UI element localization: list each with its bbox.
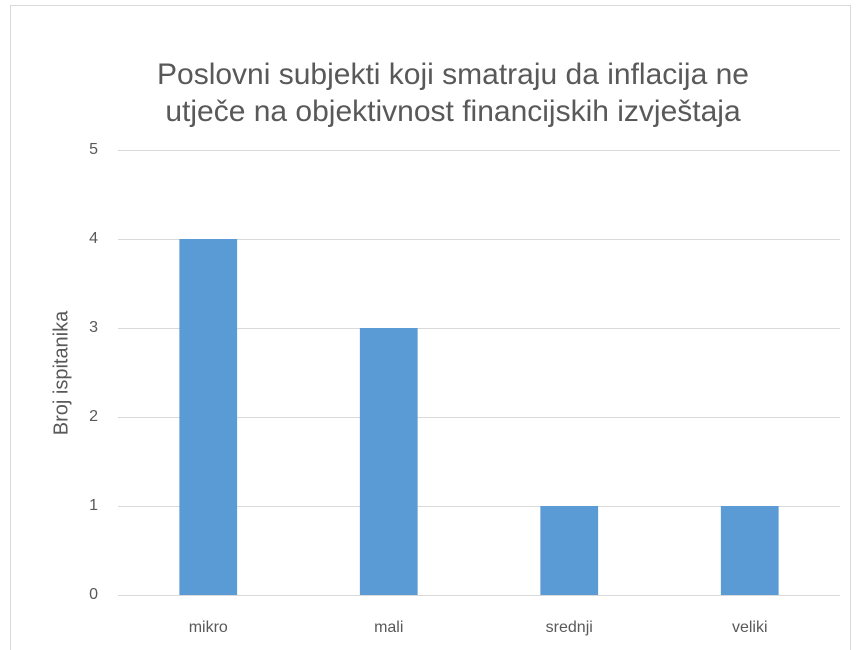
- y-tick-label: 1: [89, 497, 98, 514]
- y-tick-label: 2: [89, 408, 98, 425]
- x-tick-label: srednji: [546, 619, 593, 636]
- bar: [540, 506, 599, 595]
- bar: [720, 506, 779, 595]
- x-tick-label: mikro: [189, 619, 228, 636]
- bar: [359, 328, 418, 595]
- y-tick-label: 0: [89, 586, 98, 603]
- x-tick-label: mali: [374, 619, 403, 636]
- y-tick-label: 3: [89, 319, 98, 336]
- chart-title: utječe na objektivnost financijskih izvj…: [165, 95, 741, 128]
- y-axis-label: Broj ispitanika: [50, 310, 72, 435]
- x-tick-label: veliki: [732, 619, 768, 636]
- y-tick-label: 4: [89, 230, 98, 247]
- y-tick-label: 5: [89, 141, 98, 158]
- bar: [179, 239, 238, 595]
- chart-frame: [10, 5, 851, 650]
- chart-title: Poslovni subjekti koji smatraju da infla…: [157, 58, 749, 91]
